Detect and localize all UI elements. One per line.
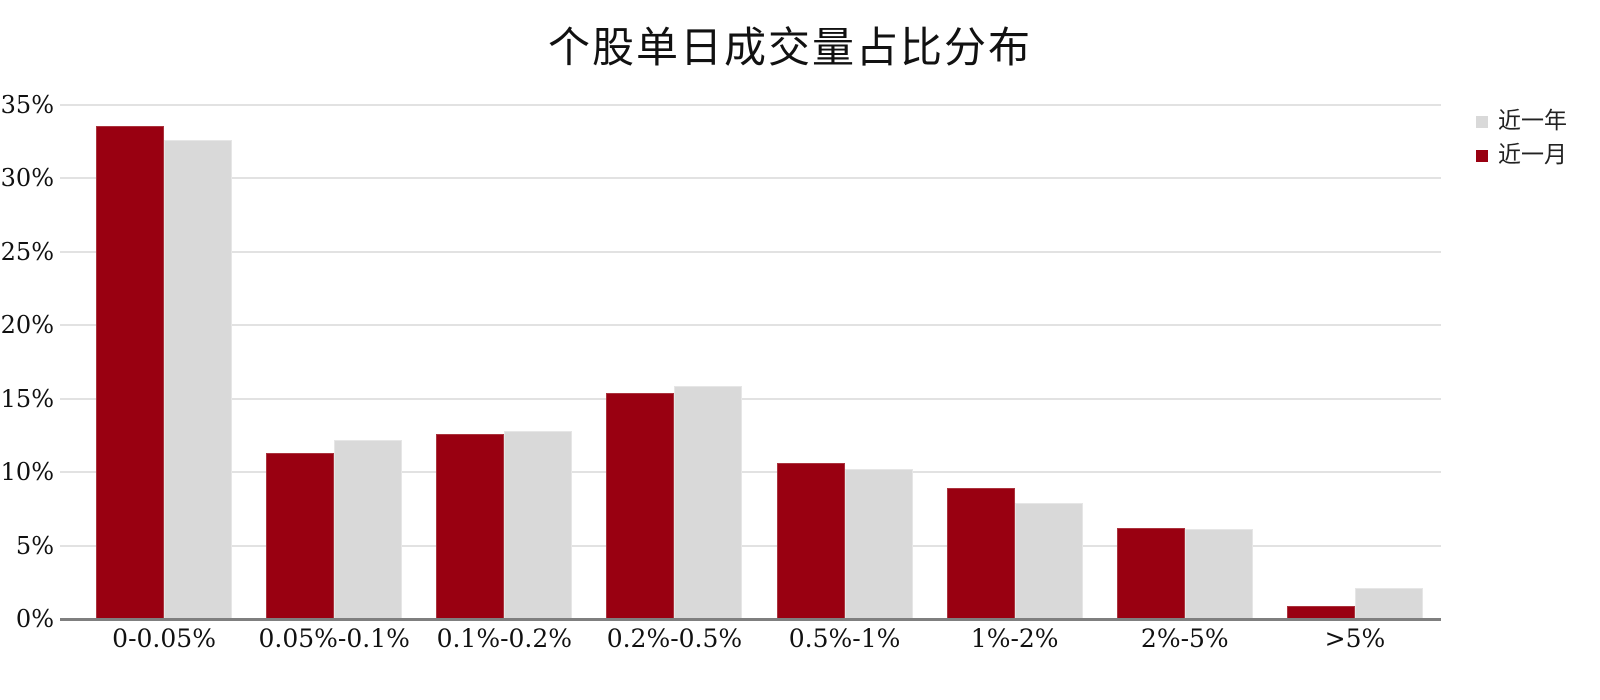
- y-tick-label-15: 15%: [0, 384, 54, 413]
- bar-s-month-0: [96, 125, 165, 619]
- bar-s-year-4: [844, 469, 913, 619]
- bar-groups: [79, 105, 1440, 619]
- y-tick-label-20: 20%: [0, 311, 54, 340]
- y-tick-label-5: 5%: [15, 531, 54, 560]
- legend-item-1: 近一月: [1476, 144, 1567, 167]
- bar-s-month-5: [946, 488, 1015, 619]
- bar-group-2: [419, 105, 589, 619]
- y-tick-label-25: 25%: [0, 237, 54, 266]
- gridline-35: [60, 104, 1441, 106]
- gridline-5: [60, 544, 1441, 547]
- legend-label: 近一年: [1498, 108, 1567, 134]
- x-tick-label-0: 0-0.05%: [112, 624, 216, 653]
- legend-label: 近一月: [1498, 142, 1567, 168]
- x-tick-label-2: 0.1%-0.2%: [436, 624, 573, 653]
- gridline-25: [60, 250, 1441, 253]
- gridline-15: [60, 397, 1441, 400]
- x-axis-line: [60, 618, 1441, 621]
- bar-s-month-6: [1116, 527, 1185, 619]
- bar-group-5: [930, 105, 1100, 619]
- bar-s-month-3: [606, 392, 675, 619]
- bar-s-month-7: [1286, 605, 1355, 619]
- bar-group-6: [1100, 105, 1270, 619]
- bar-group-0: [79, 105, 249, 619]
- gridline-20: [60, 324, 1441, 327]
- y-axis: 0% 5% 10% 15% 20% 25% 30% 35%: [0, 93, 54, 631]
- y-tick-label-10: 10%: [0, 458, 54, 487]
- gridline-30: [60, 177, 1441, 180]
- gridline-10: [60, 471, 1441, 474]
- bar-s-year-2: [504, 431, 573, 619]
- plot-area: [60, 104, 1441, 621]
- y-tick-label-30: 30%: [0, 164, 54, 193]
- bar-group-1: [249, 105, 419, 619]
- x-axis: 0-0.05% 0.05%-0.1% 0.1%-0.2% 0.2%-0.5% 0.5%-…: [79, 624, 1440, 653]
- legend-swatch-icon: [1476, 115, 1488, 128]
- bar-s-year-5: [1014, 502, 1083, 619]
- bar-group-4: [760, 105, 930, 619]
- y-tick-label-0: 0%: [15, 605, 54, 633]
- chart-title: 个股单日成交量占比分布: [547, 23, 1032, 72]
- bar-group-7: [1270, 105, 1440, 619]
- bar-s-year-1: [334, 439, 403, 619]
- bar-group-3: [589, 105, 759, 619]
- x-tick-label-7: >5%: [1324, 624, 1386, 653]
- x-tick-label-5: 1%-2%: [970, 624, 1059, 653]
- legend-item-0: 近一年: [1476, 110, 1567, 133]
- x-tick-label-1: 0.05%-0.1%: [258, 624, 410, 653]
- bar-s-year-0: [164, 140, 233, 619]
- x-tick-label-3: 0.2%-0.5%: [606, 624, 743, 653]
- bar-s-year-3: [674, 385, 743, 619]
- x-tick-label-4: 0.5%-1%: [788, 624, 901, 653]
- bar-s-month-1: [266, 453, 335, 619]
- legend-swatch-icon: [1476, 149, 1488, 162]
- bar-s-month-2: [436, 433, 505, 619]
- y-tick-label-35: 35%: [0, 91, 54, 119]
- bar-s-year-6: [1184, 529, 1253, 619]
- legend: 近一年 近一月: [1476, 110, 1567, 167]
- x-tick-label-6: 2%-5%: [1140, 624, 1229, 653]
- bar-s-year-7: [1354, 588, 1423, 619]
- bar-s-month-4: [776, 463, 845, 619]
